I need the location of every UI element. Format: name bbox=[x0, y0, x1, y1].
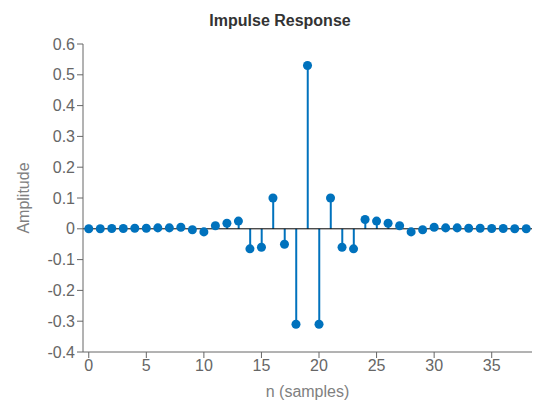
svg-text:-0.2: -0.2 bbox=[47, 282, 75, 299]
svg-text:5: 5 bbox=[142, 357, 151, 374]
svg-text:-0.1: -0.1 bbox=[47, 251, 75, 268]
svg-text:0: 0 bbox=[66, 220, 75, 237]
svg-text:0.4: 0.4 bbox=[53, 97, 75, 114]
html-text:Impulse Response: Impulse Response bbox=[209, 12, 351, 29]
svg-text:0.5: 0.5 bbox=[53, 66, 75, 83]
svg-text:0.6: 0.6 bbox=[53, 36, 75, 53]
svg-text:n (samples): n (samples) bbox=[266, 383, 350, 400]
svg-text:0.3: 0.3 bbox=[53, 128, 75, 145]
svg-text:35: 35 bbox=[483, 357, 501, 374]
svg-text:10: 10 bbox=[195, 357, 213, 374]
svg-text:20: 20 bbox=[310, 357, 328, 374]
svg-text:Amplitude: Amplitude bbox=[15, 162, 32, 233]
svg-text:30: 30 bbox=[425, 357, 443, 374]
svg-text:-0.4: -0.4 bbox=[47, 344, 75, 361]
svg-text:0.2: 0.2 bbox=[53, 159, 75, 176]
svg-text:0: 0 bbox=[84, 357, 93, 374]
svg-text:15: 15 bbox=[253, 357, 271, 374]
svg-text:25: 25 bbox=[368, 357, 386, 374]
svg-text:0.1: 0.1 bbox=[53, 190, 75, 207]
svg-text:-0.3: -0.3 bbox=[47, 313, 75, 330]
